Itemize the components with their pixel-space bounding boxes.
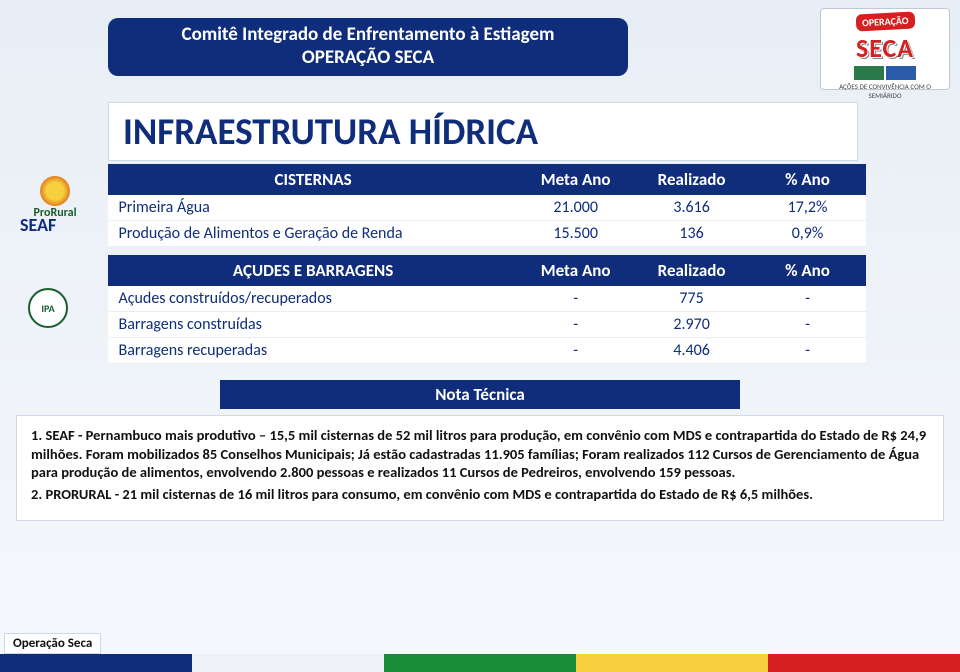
flag-green-icon xyxy=(384,654,576,672)
ipa-logo-icon: IPA xyxy=(28,288,68,328)
nota-p1-text: 1. SEAF - Pernambuco mais produtivo – 15… xyxy=(31,426,926,481)
col-header: AÇUDES E BARRAGENS xyxy=(109,256,518,286)
row-meta: - xyxy=(518,338,634,364)
row-label: Produção de Alimentos e Geração de Renda xyxy=(109,221,518,247)
nota-tecnica-title: Nota Técnica xyxy=(220,380,740,409)
table-row: Produção de Alimentos e Geração de Renda… xyxy=(109,221,866,247)
table-row: Açudes construídos/recuperados-775- xyxy=(109,286,866,312)
main-title: INFRAESTRUTURA HÍDRICA xyxy=(109,103,857,160)
flag-blue-icon xyxy=(0,654,192,672)
row-meta: 15.500 xyxy=(518,221,634,247)
table-cisternas: CISTERNAS Meta Ano Realizado % Ano Prime… xyxy=(108,164,866,247)
col-header: Meta Ano xyxy=(518,256,634,286)
table-acudes: AÇUDES E BARRAGENS Meta Ano Realizado % … xyxy=(108,255,866,364)
row-pct: 0,9% xyxy=(750,221,866,247)
flag-yellow-icon xyxy=(576,654,768,672)
row-pct: - xyxy=(750,312,866,338)
col-header: Meta Ano xyxy=(518,165,634,195)
row-meta: - xyxy=(518,286,634,312)
nota-tecnica-section: Nota Técnica 1. SEAF - Pernambuco mais p… xyxy=(16,380,944,521)
logo-seca-sub: AÇÕES DE CONVIVÊNCIA COM O SEMIÁRIDO xyxy=(825,82,945,100)
brasil-flag-icon xyxy=(886,66,916,80)
row-pct: 17,2% xyxy=(750,195,866,221)
row-label: Primeira Água xyxy=(109,195,518,221)
nota-p2-text: 2. PRORURAL - 21 mil cisternas de 16 mil… xyxy=(31,485,813,503)
logo-operacao-badge: OPERAÇÃO xyxy=(855,11,914,31)
row-label: Barragens construídas xyxy=(109,312,518,338)
row-pct: - xyxy=(750,286,866,312)
seaf-label: SEAF xyxy=(20,214,56,236)
col-header: Realizado xyxy=(634,165,750,195)
row-meta: - xyxy=(518,312,634,338)
flag-white-icon xyxy=(192,654,384,672)
pernambuco-flag-icon xyxy=(854,66,884,80)
col-header: CISTERNAS xyxy=(109,165,518,195)
tables-container: CISTERNAS Meta Ano Realizado % Ano Prime… xyxy=(108,164,866,372)
logo-seca: OPERAÇÃO SECA AÇÕES DE CONVIVÊNCIA COM O… xyxy=(820,8,950,90)
row-label: Barragens recuperadas xyxy=(109,338,518,364)
row-realizado: 775 xyxy=(634,286,750,312)
row-realizado: 2.970 xyxy=(634,312,750,338)
prorural-emblem-icon xyxy=(40,176,70,206)
footer-operacao-label: Operação Seca xyxy=(4,633,101,654)
flag-red-icon xyxy=(768,654,960,672)
nota-p2: 2. PRORURAL - 21 mil cisternas de 16 mil… xyxy=(31,485,929,504)
logo-seca-text: SECA xyxy=(825,32,945,64)
table-row: Barragens construídas-2.970- xyxy=(109,312,866,338)
main-title-box: INFRAESTRUTURA HÍDRICA xyxy=(108,102,858,161)
nota-tecnica-body: 1. SEAF - Pernambuco mais produtivo – 15… xyxy=(16,415,944,521)
row-pct: - xyxy=(750,338,866,364)
col-header: Realizado xyxy=(634,256,750,286)
col-header: % Ano xyxy=(750,256,866,286)
header-band: Comitê Integrado de Enfrentamento à Esti… xyxy=(108,18,628,76)
header-line1: Comitê Integrado de Enfrentamento à Esti… xyxy=(182,23,555,46)
nota-p1: 1. SEAF - Pernambuco mais produtivo – 15… xyxy=(31,426,929,482)
table-row: Primeira Água21.0003.61617,2% xyxy=(109,195,866,221)
ipa-label: IPA xyxy=(41,302,54,315)
col-header: % Ano xyxy=(750,165,866,195)
table-row: Barragens recuperadas-4.406- xyxy=(109,338,866,364)
table-header-row: AÇUDES E BARRAGENS Meta Ano Realizado % … xyxy=(109,256,866,286)
row-meta: 21.000 xyxy=(518,195,634,221)
footer-flag-stripe xyxy=(0,654,960,672)
row-label: Açudes construídos/recuperados xyxy=(109,286,518,312)
row-realizado: 3.616 xyxy=(634,195,750,221)
header-line2: OPERAÇÃO SECA xyxy=(302,46,434,69)
row-realizado: 4.406 xyxy=(634,338,750,364)
row-realizado: 136 xyxy=(634,221,750,247)
table-header-row: CISTERNAS Meta Ano Realizado % Ano xyxy=(109,165,866,195)
